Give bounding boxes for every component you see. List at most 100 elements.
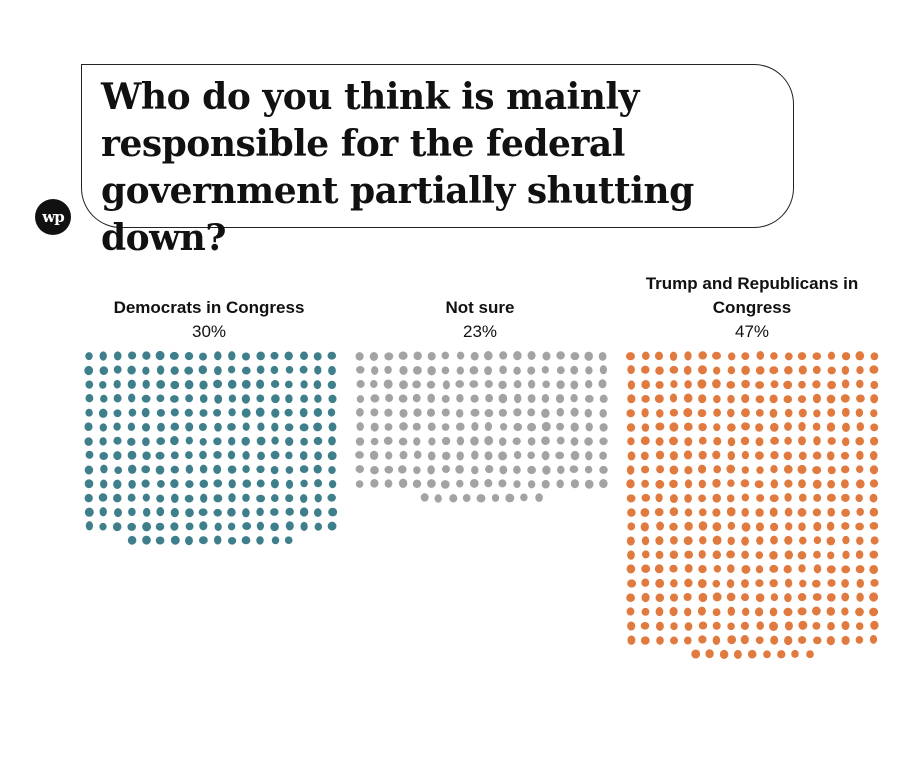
waffle-dot-not-sure: [441, 408, 450, 417]
waffle-dot-republicans: [841, 379, 850, 389]
waffle-dot-republicans: [741, 422, 750, 431]
waffle-dot-republicans: [641, 351, 650, 360]
waffle-dot-republicans: [756, 494, 765, 502]
waffle-dot-not-sure: [527, 351, 536, 360]
waffle-dot-republicans: [755, 409, 764, 417]
waffle-dot-not-sure: [599, 394, 608, 403]
waffle-dot-democrats: [170, 422, 180, 431]
waffle-dot-republicans: [826, 394, 836, 404]
waffle-dot-republicans: [727, 622, 735, 631]
waffle-dot-democrats: [314, 522, 323, 531]
waffle-dot-not-sure: [398, 478, 408, 488]
waffle-dot-republicans: [640, 508, 650, 517]
waffle-dot-republicans: [770, 380, 779, 389]
waffle-dot-democrats: [299, 507, 309, 517]
waffle-dot-republicans: [698, 351, 707, 360]
waffle-dot-republicans: [698, 494, 706, 503]
waffle-dot-not-sure: [441, 423, 450, 431]
waffle-dot-not-sure: [384, 479, 393, 488]
waffle-dot-democrats: [198, 365, 208, 375]
waffle-dot-republicans: [813, 436, 821, 446]
waffle-dot-democrats: [327, 408, 336, 417]
waffle-dot-not-sure: [399, 422, 408, 431]
waffle-dot-democrats: [141, 423, 151, 432]
waffle-dot-republicans: [727, 437, 736, 447]
waffle-dot-republicans: [740, 479, 750, 488]
waffle-dot-democrats: [327, 380, 337, 390]
waffle-dot-democrats: [113, 451, 122, 461]
waffle-dot-not-sure: [570, 422, 579, 432]
waffle-dot-democrats: [113, 409, 122, 418]
waffle-dot-not-sure: [570, 437, 579, 446]
waffle-dot-republicans: [869, 451, 878, 461]
waffle-dot-not-sure: [399, 408, 408, 418]
group-pct-not-sure: 23%: [462, 322, 498, 341]
waffle-dot-democrats: [199, 409, 208, 417]
waffle-dot-democrats: [314, 451, 323, 461]
waffle-dot-republicans: [727, 394, 735, 404]
waffle-dot-not-sure: [456, 393, 464, 403]
waffle-dot-republicans: [813, 521, 822, 532]
waffle-dot-republicans: [856, 394, 865, 403]
waffle-dot-democrats: [155, 465, 165, 475]
waffle-dot-republicans: [827, 466, 836, 475]
waffle-dot-democrats: [214, 422, 222, 432]
waffle-dot-democrats: [227, 423, 236, 431]
waffle-dot-not-sure: [471, 422, 479, 431]
waffle-dot-democrats: [157, 479, 165, 488]
waffle-dot-republicans: [798, 522, 806, 532]
waffle-dot-republicans: [770, 479, 779, 489]
waffle-dot-republicans: [627, 437, 635, 446]
waffle-dot-democrats: [170, 535, 180, 545]
waffle-dot-democrats: [328, 480, 337, 489]
waffle-dot-republicans: [641, 479, 649, 488]
waffle-dot-republicans: [813, 564, 822, 574]
waffle-dot-democrats: [84, 493, 93, 503]
waffle-dot-democrats: [170, 522, 179, 531]
waffle-dot-republicans: [826, 493, 836, 502]
waffle-dot-not-sure: [484, 422, 493, 431]
waffle-dot-democrats: [271, 408, 280, 418]
waffle-dot-republicans: [713, 366, 721, 375]
waffle-dot-republicans: [826, 422, 836, 432]
waffle-dot-republicans: [727, 479, 735, 488]
waffle-dot-republicans: [684, 564, 693, 573]
waffle-dot-not-sure: [398, 351, 408, 360]
waffle-dot-republicans: [870, 352, 879, 361]
waffle-dot-not-sure: [569, 465, 579, 474]
waffle-dot-not-sure: [484, 409, 494, 418]
waffle-dot-not-sure: [599, 408, 607, 418]
waffle-dot-democrats: [184, 494, 194, 503]
waffle-dot-not-sure: [413, 351, 422, 361]
waffle-dot-democrats: [142, 451, 151, 461]
waffle-dot-republicans: [712, 635, 721, 645]
waffle-dot-republicans: [741, 507, 749, 517]
waffle-dot-democrats: [85, 521, 94, 531]
waffle-dot-republicans: [740, 634, 749, 645]
waffle-dot-republicans: [641, 607, 650, 616]
waffle-dot-republicans: [856, 379, 864, 389]
waffle-dot-not-sure: [355, 352, 364, 361]
waffle-dot-republicans: [856, 450, 864, 461]
waffle-dot-not-sure: [599, 479, 608, 489]
waffle-dot-democrats: [314, 394, 322, 403]
waffle-dot-not-sure: [513, 408, 522, 417]
waffle-dot-republicans: [827, 366, 836, 375]
waffle-dot-republicans: [798, 620, 808, 630]
waffle-dot-republicans: [712, 592, 722, 602]
waffle-dot-republicans: [654, 564, 664, 574]
waffle-dot-democrats: [313, 380, 322, 390]
waffle-dot-democrats: [284, 408, 293, 417]
waffle-dot-democrats: [199, 394, 208, 403]
waffle-dot-republicans: [726, 381, 736, 389]
waffle-dot-republicans: [712, 579, 721, 588]
waffle-dot-not-sure: [599, 365, 608, 375]
waffle-dot-republicans: [626, 564, 636, 574]
waffle-dot-democrats: [198, 423, 207, 431]
waffle-dot-republicans: [827, 437, 836, 445]
waffle-dot-republicans: [812, 606, 821, 616]
waffle-dot-democrats: [299, 407, 308, 418]
waffle-dot-republicans: [813, 409, 821, 418]
waffle-dot-republicans: [626, 479, 635, 489]
waffle-dot-republicans: [812, 352, 822, 361]
